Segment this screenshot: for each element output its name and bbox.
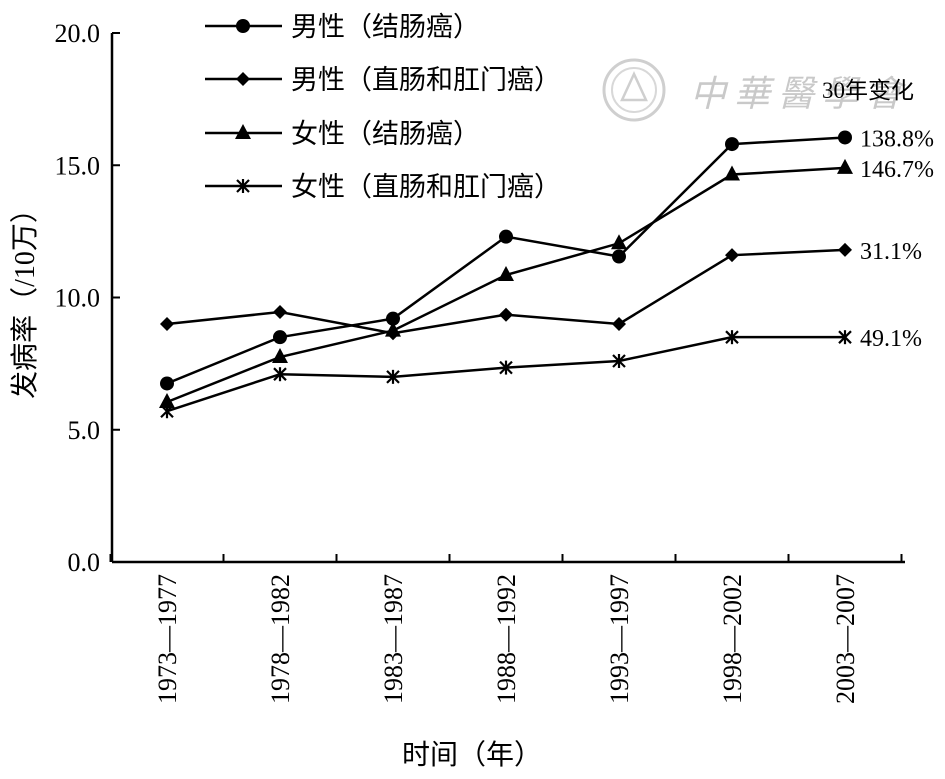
data-point — [273, 330, 287, 345]
legend-marker — [236, 179, 250, 193]
change-label: 49.1% — [860, 326, 922, 352]
data-point — [386, 369, 400, 384]
series-layer — [159, 130, 853, 419]
data-point — [160, 404, 174, 419]
legend-label: 男性（直肠和肛门癌） — [291, 65, 561, 95]
data-point — [499, 307, 513, 322]
series-3 — [159, 158, 853, 408]
data-point — [838, 242, 852, 257]
watermark-text: 中華醫學會 — [690, 74, 910, 114]
legend-item-1: 男性（结肠癌） — [205, 12, 480, 42]
x-tick-label: 1973—1977 — [153, 574, 182, 704]
watermark-seal-icon — [602, 58, 666, 122]
legend-item-3: 女性（结肠癌） — [205, 119, 480, 149]
legend-marker — [235, 124, 251, 139]
data-point — [612, 353, 626, 368]
y-tick-label: 5.0 — [68, 416, 101, 445]
change-label: 146.7% — [860, 157, 934, 183]
data-point — [273, 305, 287, 320]
legend-marker — [236, 19, 250, 33]
series-2 — [160, 242, 852, 341]
x-tick-label: 1988—1992 — [492, 574, 521, 704]
series-1 — [160, 130, 852, 391]
x-axis-title: 时间（年） — [402, 739, 542, 771]
change-title: 30年变化 — [822, 78, 914, 103]
axes: 0.0 5.0 10.0 15.0 20.0 1973—1977 1978—1982 1983… — [55, 19, 905, 704]
data-point — [837, 158, 853, 174]
data-point — [725, 330, 739, 345]
data-point — [838, 130, 852, 145]
change-label: 138.8% — [860, 126, 934, 152]
data-point — [273, 367, 287, 382]
data-point — [385, 321, 401, 337]
y-tick-label: 15.0 — [55, 151, 101, 180]
data-point — [160, 376, 174, 391]
data-point — [498, 266, 514, 282]
watermark: 中華醫學會 — [602, 58, 910, 122]
legend-marker — [236, 72, 250, 86]
data-point — [612, 249, 626, 264]
legend-label: 女性（直肠和肛门癌） — [291, 172, 561, 202]
x-tick-label: 1983—1987 — [379, 574, 408, 704]
y-axis-title: 发病率（/10万） — [9, 195, 41, 399]
data-point — [160, 316, 174, 331]
data-point — [612, 316, 626, 331]
x-tick-label: 2003—2007 — [831, 574, 860, 704]
x-tick-label: 1978—1982 — [266, 574, 295, 704]
legend-item-4: 女性（直肠和肛门癌） — [205, 172, 561, 202]
data-point — [159, 392, 175, 408]
legend-item-2: 男性（直肠和肛门癌） — [205, 65, 561, 95]
data-point — [499, 229, 513, 244]
legend-label: 女性（结肠癌） — [291, 119, 480, 149]
data-point — [725, 137, 739, 152]
y-tick-label: 0.0 — [68, 548, 101, 577]
data-point — [386, 311, 400, 326]
change-annotations: 30年变化 138.8% 31.1% 146.7% 49.1% — [822, 78, 934, 352]
legend: 男性（结肠癌） 男性（直肠和肛门癌） 女性（结肠癌） 女性（直肠和肛门癌） — [205, 12, 561, 202]
legend-label: 男性（结肠癌） — [291, 12, 480, 42]
data-point — [611, 234, 627, 250]
change-label: 31.1% — [860, 239, 922, 265]
data-point — [724, 165, 740, 181]
data-point — [499, 360, 513, 375]
y-tick-label: 10.0 — [55, 284, 101, 313]
y-tick-label: 20.0 — [55, 19, 101, 48]
data-point — [272, 348, 288, 364]
series-4 — [160, 330, 852, 419]
x-tick-label: 1993—1997 — [605, 574, 634, 704]
data-point — [838, 330, 852, 345]
x-tick-label: 1998—2002 — [718, 574, 747, 704]
data-point — [725, 248, 739, 263]
